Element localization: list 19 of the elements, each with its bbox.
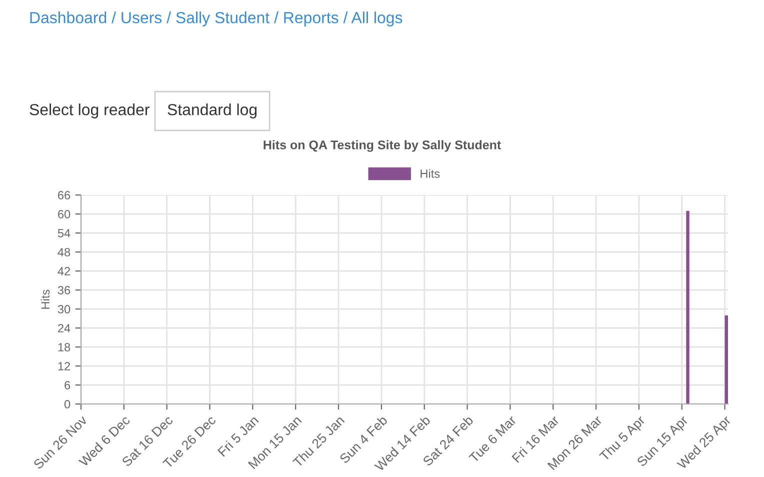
y-tick-label: 66 — [58, 191, 70, 200]
y-tick-label: 54 — [58, 229, 70, 238]
y-tick-label: 18 — [58, 343, 70, 352]
y-tick-label: 48 — [58, 248, 70, 256]
chart-title: Hits on QA Testing Site by Sally Student — [264, 140, 501, 152]
text: Standard log — [168, 104, 257, 118]
legend-label: Hits — [420, 169, 440, 178]
y-tick-label: 12 — [58, 362, 70, 370]
text: Select log reader — [30, 104, 150, 118]
y-tick-label: 24 — [58, 324, 70, 332]
y-tick-label: 6 — [64, 381, 70, 390]
y-axis-title: Hits — [40, 290, 50, 309]
y-tick-label: 30 — [58, 305, 70, 314]
y-tick-label: 42 — [58, 267, 70, 276]
x-tick-label: Fri 5 Jan — [217, 415, 259, 457]
y-tick-label: 60 — [58, 210, 70, 218]
y-tick-label: 36 — [58, 286, 70, 294]
y-tick-label: 0 — [64, 400, 70, 408]
text: Dashboard / Users / Sally Student / Reports / All logs — [30, 12, 402, 26]
